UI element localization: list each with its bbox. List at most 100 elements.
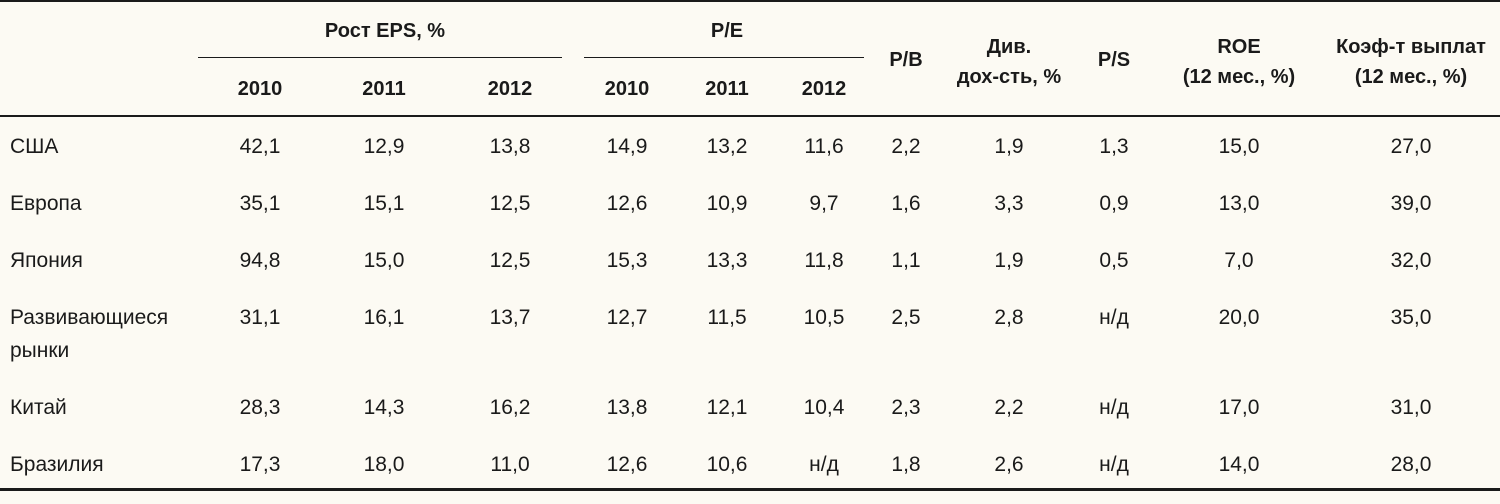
table-cell: 31,1 <box>239 306 281 329</box>
table-cell: 11,5 <box>707 306 747 329</box>
header-pe-2011: 2011 <box>705 78 749 100</box>
header-payout-line2: (12 мес., %) <box>1354 66 1468 88</box>
table-cell: 35,0 <box>1390 306 1432 329</box>
table-row: Развивающиеся рынки 31,1 16,1 13,7 12,7 11,5 1… <box>0 301 1500 362</box>
table-cell: 14,3 <box>363 396 405 419</box>
table-cell: н/д <box>1099 396 1129 419</box>
header-bottom-rule <box>0 115 1500 117</box>
table-cell: 20,0 <box>1218 306 1260 329</box>
table-cell: 7,0 <box>1224 249 1254 272</box>
table-cell: 2,8 <box>994 306 1024 329</box>
table-cell: 17,3 <box>239 453 281 476</box>
table-cell: 14,9 <box>606 135 648 158</box>
table-cell: 12,5 <box>489 249 531 272</box>
table-cell: 18,0 <box>363 453 405 476</box>
table-cell: 1,6 <box>891 192 921 215</box>
table-cell: 3,3 <box>994 192 1024 215</box>
table-row: Китай 28,3 14,3 16,2 13,8 12,1 10,4 2,3 2,2 н/д 17… <box>0 391 1500 447</box>
table-cell: 2,5 <box>891 306 921 329</box>
header-roe-line1: ROE <box>1217 36 1261 58</box>
table-cell: 39,0 <box>1390 192 1432 215</box>
table-cell: 0,9 <box>1099 192 1129 215</box>
row-label: Бразилия <box>10 453 104 476</box>
table-cell: 1,9 <box>994 135 1024 158</box>
table-cell: 2,2 <box>891 135 921 158</box>
row-label: Япония <box>10 249 83 272</box>
table-cell: 28,3 <box>239 396 281 419</box>
table-cell: 2,6 <box>994 453 1024 476</box>
table-cell: 2,2 <box>994 396 1024 419</box>
table-cell: 16,1 <box>363 306 405 329</box>
table-cell: н/д <box>1099 453 1129 476</box>
table-cell: 15,1 <box>363 192 405 215</box>
table-cell: 12,7 <box>606 306 648 329</box>
header-eps-2011: 2011 <box>362 78 406 100</box>
table-cell: 32,0 <box>1390 249 1432 272</box>
header-pe: P/E <box>710 20 744 42</box>
table-cell: 12,1 <box>706 396 748 419</box>
table-cell: 13,2 <box>706 135 748 158</box>
table-cell: 13,7 <box>489 306 531 329</box>
table-cell: 17,0 <box>1218 396 1260 419</box>
table-cell: 12,5 <box>489 192 531 215</box>
table-cell: 12,6 <box>606 192 648 215</box>
table-row: Бразилия 17,3 18,0 11,0 12,6 10,6 н/д 1,8 2,6 н/д… <box>0 448 1500 504</box>
table-cell: н/д <box>809 453 839 476</box>
table-cell: 10,5 <box>803 306 845 329</box>
table-cell: 1,3 <box>1099 135 1129 158</box>
eps-group-rule <box>198 57 562 58</box>
table-cell: 13,8 <box>489 135 531 158</box>
table-cell: 1,9 <box>994 249 1024 272</box>
table-cell: 9,7 <box>809 192 839 215</box>
table-cell: 11,6 <box>804 135 844 158</box>
row-label: Европа <box>10 192 82 215</box>
table-cell: 10,9 <box>706 192 748 215</box>
table-cell: 10,6 <box>706 453 748 476</box>
table-cell: 12,9 <box>363 135 405 158</box>
table-cell: 11,0 <box>490 453 530 476</box>
header-dividend-yield: Див. дох-сть, % <box>957 32 1061 92</box>
header-eps-2010: 2010 <box>237 78 283 100</box>
table-cell: 16,2 <box>489 396 531 419</box>
header-payout: Коэф-т выплат (12 мес., %) <box>1336 32 1486 92</box>
table-cell: 13,8 <box>606 396 648 419</box>
table-cell: 13,0 <box>1218 192 1260 215</box>
table-cell: 28,0 <box>1390 453 1432 476</box>
header-ps: P/S <box>1097 49 1131 71</box>
valuation-table: Рост EPS, % P/E 2010 2011 2012 2010 2011… <box>0 0 1500 491</box>
row-label: Развивающиеся рынки <box>10 306 169 362</box>
table-cell: н/д <box>1099 306 1129 329</box>
table-cell: 15,0 <box>1218 135 1260 158</box>
header-pe-2012: 2012 <box>801 78 847 100</box>
table-cell: 94,8 <box>239 249 281 272</box>
header-pb: P/B <box>889 49 923 71</box>
table-cell: 10,4 <box>803 396 845 419</box>
table-row: Япония 94,8 15,0 12,5 15,3 13,3 11,8 1,1 1,9 0,5 7… <box>0 244 1500 300</box>
table-cell: 1,1 <box>891 249 921 272</box>
header-payout-line1: Коэф-т выплат <box>1336 36 1486 58</box>
table-bottom-rule <box>0 488 1500 491</box>
header-pe-2010: 2010 <box>604 78 650 100</box>
table-cell: 14,0 <box>1218 453 1260 476</box>
table-cell: 31,0 <box>1390 396 1432 419</box>
table-row: Европа 35,1 15,1 12,5 12,6 10,9 9,7 1,6 3,3 0,9 13… <box>0 187 1500 243</box>
table-cell: 15,3 <box>606 249 648 272</box>
header-eps-2012: 2012 <box>487 78 533 100</box>
header-dividend-line2: дох-сть, % <box>956 66 1062 88</box>
table-cell: 15,0 <box>363 249 405 272</box>
table-cell: 42,1 <box>239 135 281 158</box>
header-dividend-line1: Див. <box>986 36 1032 58</box>
table-cell: 2,3 <box>891 396 921 419</box>
table-cell: 13,3 <box>706 249 748 272</box>
table-cell: 12,6 <box>606 453 648 476</box>
table-row: США 42,1 12,9 13,8 14,9 13,2 11,6 2,2 1,9 1,3 15,0… <box>0 130 1500 186</box>
table-cell: 11,8 <box>804 249 844 272</box>
table-cell: 1,8 <box>891 453 921 476</box>
table-top-rule <box>0 0 1500 2</box>
header-eps-growth: Рост EPS, % <box>324 20 446 42</box>
table-cell: 0,5 <box>1099 249 1129 272</box>
row-label: Китай <box>10 396 67 419</box>
row-label: США <box>10 135 59 158</box>
pe-group-rule <box>584 57 864 58</box>
table-cell: 35,1 <box>239 192 281 215</box>
